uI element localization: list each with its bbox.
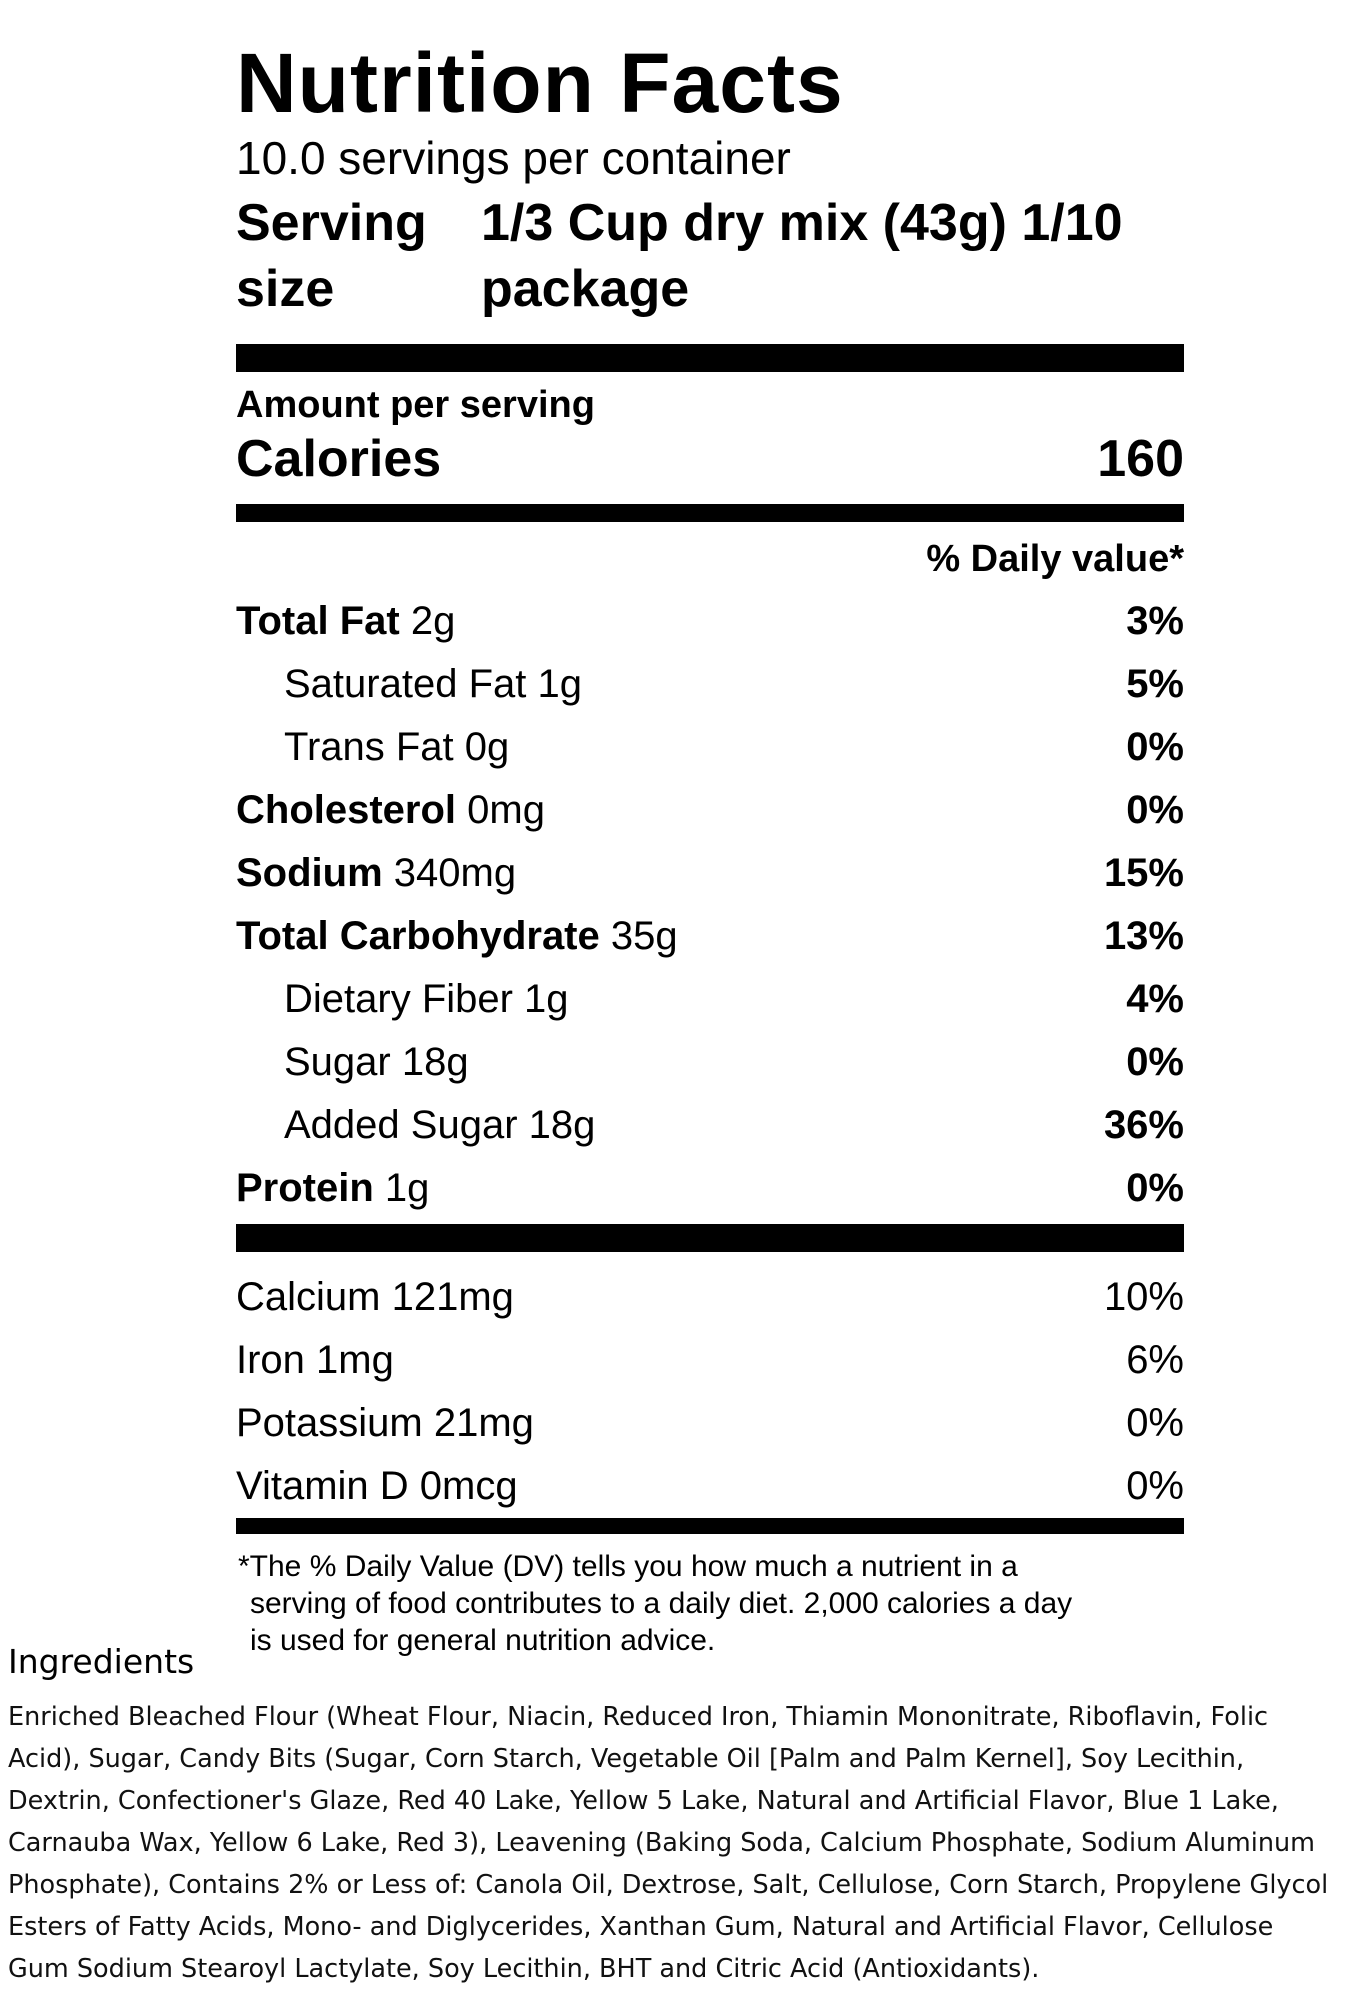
nutrient-amount: 1g bbox=[384, 1166, 430, 1210]
vitamin-name: Iron 1mg bbox=[236, 1338, 394, 1382]
daily-value-footnote: *The % Daily Value (DV) tells you how mu… bbox=[236, 1548, 1184, 1659]
nutrient-row-protein: Protein 1g 0% bbox=[236, 1157, 1184, 1220]
nutrient-dv: 0% bbox=[1126, 1166, 1184, 1210]
vitamin-row-calcium: Calcium 121mg 10% bbox=[236, 1266, 1184, 1329]
vitamin-name: Calcium 121mg bbox=[236, 1275, 514, 1319]
ingredients-title: Ingredients bbox=[8, 1642, 195, 1681]
nutrient-dv: 0% bbox=[1126, 1040, 1184, 1084]
calories-label: Calories bbox=[236, 430, 442, 488]
vitamin-row-vitamin-d: Vitamin D 0mcg 0% bbox=[236, 1455, 1184, 1518]
nutrient-name: Dietary Fiber 1g bbox=[284, 977, 569, 1021]
nutrient-name: Trans Fat 0g bbox=[284, 725, 510, 769]
nutrient-row-dietary-fiber: Dietary Fiber 1g 4% bbox=[236, 968, 1184, 1031]
nutrient-row-cholesterol: Cholesterol 0mg 0% bbox=[236, 779, 1184, 842]
calories-row: Calories 160 bbox=[236, 430, 1184, 488]
nutrient-name: Protein bbox=[236, 1166, 374, 1210]
vitamin-name: Potassium 21mg bbox=[236, 1401, 534, 1445]
nutrient-row-trans-fat: Trans Fat 0g 0% bbox=[236, 716, 1184, 779]
amount-per-serving: Amount per serving bbox=[236, 384, 595, 426]
nutrient-name: Cholesterol bbox=[236, 788, 457, 832]
nutrition-facts-panel: Nutrition Facts 10.0 servings per contai… bbox=[236, 38, 1184, 1659]
divider-thick bbox=[236, 1224, 1184, 1252]
nutrient-name: Total Carbohydrate bbox=[236, 914, 600, 958]
serving-size-value: 1/3 Cup dry mix (43g) 1/10 package bbox=[481, 194, 1123, 318]
ingredients-section: Ingredients Enriched Bleached Flour (Whe… bbox=[8, 1640, 1338, 1990]
daily-value-header: % Daily value* bbox=[926, 538, 1184, 580]
servings-per-container: 10.0 servings per container bbox=[236, 132, 791, 184]
nutrient-dv: 13% bbox=[1103, 914, 1184, 958]
serving-size-label: Serving size bbox=[236, 194, 427, 318]
nutrient-amount: 0mg bbox=[467, 788, 545, 832]
nutrition-facts-title: Nutrition Facts bbox=[236, 36, 844, 130]
nutrient-name: Sodium bbox=[236, 851, 383, 895]
vitamin-dv: 0% bbox=[1126, 1401, 1184, 1445]
footnote-line: is used for general nutrition advice. bbox=[250, 1624, 716, 1657]
nutrient-dv: 5% bbox=[1126, 662, 1184, 706]
vitamin-row-potassium: Potassium 21mg 0% bbox=[236, 1392, 1184, 1455]
divider-medium bbox=[236, 504, 1184, 522]
nutrient-amount: 340mg bbox=[393, 851, 517, 895]
nutrient-dv: 0% bbox=[1126, 725, 1184, 769]
serving-size: Serving size 1/3 Cup dry mix (43g) 1/10 … bbox=[236, 190, 1184, 322]
nutrient-dv: 0% bbox=[1126, 788, 1184, 832]
vitamin-row-iron: Iron 1mg 6% bbox=[236, 1329, 1184, 1392]
vitamin-dv: 10% bbox=[1103, 1275, 1184, 1319]
nutrient-row-added-sugar: Added Sugar 18g 36% bbox=[236, 1094, 1184, 1157]
nutrient-name: Sugar 18g bbox=[284, 1040, 469, 1084]
nutrient-dv: 3% bbox=[1126, 599, 1184, 643]
vitamin-list: Calcium 121mg 10% Iron 1mg 6% Potassium … bbox=[236, 1266, 1184, 1518]
nutrient-amount: 35g bbox=[610, 914, 678, 958]
divider-thin bbox=[236, 1518, 1184, 1534]
ingredients-text: Enriched Bleached Flour (Wheat Flour, Ni… bbox=[8, 1702, 1329, 1984]
vitamin-name: Vitamin D 0mcg bbox=[236, 1464, 518, 1508]
vitamin-dv: 0% bbox=[1126, 1464, 1184, 1508]
nutrient-amount: 2g bbox=[410, 599, 456, 643]
calories-value: 160 bbox=[1097, 430, 1184, 488]
nutrient-row-saturated-fat: Saturated Fat 1g 5% bbox=[236, 653, 1184, 716]
footnote-line: *The % Daily Value (DV) tells you how mu… bbox=[238, 1550, 1018, 1583]
nutrient-name: Saturated Fat 1g bbox=[284, 662, 582, 706]
nutrient-name: Total Fat bbox=[236, 599, 400, 643]
nutrient-row-sugar: Sugar 18g 0% bbox=[236, 1031, 1184, 1094]
nutrient-dv: 36% bbox=[1103, 1103, 1184, 1147]
vitamin-dv: 6% bbox=[1126, 1338, 1184, 1382]
nutrient-name: Added Sugar 18g bbox=[284, 1103, 596, 1147]
nutrient-dv: 4% bbox=[1126, 977, 1184, 1021]
footnote-line: serving of food contributes to a daily d… bbox=[250, 1587, 1073, 1620]
nutrient-dv: 15% bbox=[1103, 851, 1184, 895]
nutrient-row-total-fat: Total Fat 2g 3% bbox=[236, 590, 1184, 653]
nutrient-row-total-carbohydrate: Total Carbohydrate 35g 13% bbox=[236, 905, 1184, 968]
nutrient-list: Total Fat 2g 3% Saturated Fat 1g 5% Tran… bbox=[236, 590, 1184, 1220]
nutrient-row-sodium: Sodium 340mg 15% bbox=[236, 842, 1184, 905]
divider-thick bbox=[236, 344, 1184, 372]
